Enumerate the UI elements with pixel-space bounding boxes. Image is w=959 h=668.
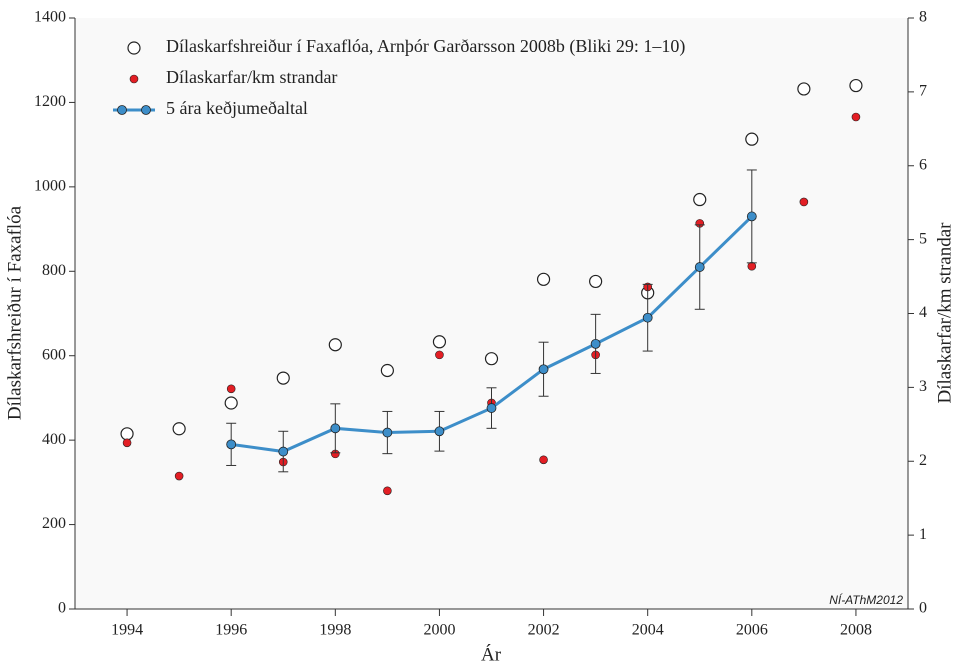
x-tick-label: 2002 [528, 622, 560, 639]
legend-marker [141, 105, 151, 115]
y-tick-label: 200 [42, 515, 66, 532]
x-tick-label: 1996 [215, 622, 247, 639]
x-tick-label: 2004 [632, 622, 664, 639]
point [172, 422, 186, 436]
x-tick-label: 1994 [111, 622, 143, 639]
point [434, 426, 445, 437]
y2-axis-label: Dílaskarfar/km strandar [934, 222, 955, 404]
point [797, 82, 811, 96]
y2-tick-label: 4 [919, 304, 927, 321]
x-tick-label: 2008 [840, 622, 872, 639]
y2-tick-label: 1 [919, 526, 927, 543]
legend-label: Dílaskarfar/km strandar [166, 67, 337, 87]
y2-tick-label: 3 [919, 378, 927, 395]
point [278, 446, 289, 457]
plot-area [75, 18, 908, 609]
point [432, 335, 447, 349]
point [642, 312, 653, 323]
x-axis-label: Ár [481, 643, 502, 665]
legend-marker [117, 105, 127, 115]
point [226, 384, 236, 394]
y-tick-label: 800 [42, 262, 66, 279]
legend-label: 5 ára keðjumeðaltal [166, 98, 308, 118]
point [849, 78, 863, 93]
x-tick-label: 2006 [736, 622, 768, 639]
y-tick-label: 1200 [34, 93, 66, 110]
point [226, 439, 237, 450]
point [224, 396, 238, 410]
point [746, 211, 757, 222]
point [538, 364, 549, 375]
legend-marker [127, 41, 141, 55]
point [536, 272, 551, 286]
point [484, 352, 499, 366]
y-axis-label: Dílaskarfshreiður í Faxaflóa [4, 205, 25, 420]
point [747, 261, 757, 271]
point [694, 262, 705, 272]
point [799, 197, 809, 207]
x-tick-label: 1998 [319, 622, 351, 639]
point [122, 438, 132, 448]
y2-tick-label: 6 [919, 156, 927, 173]
point [120, 427, 134, 441]
y-tick-label: 0 [58, 600, 66, 617]
point [330, 423, 341, 434]
point [380, 363, 394, 378]
y-tick-label: 1000 [34, 178, 66, 195]
y-tick-label: 400 [42, 431, 66, 448]
y2-tick-label: 2 [919, 452, 927, 469]
point [383, 486, 392, 496]
y2-tick-label: 7 [919, 83, 927, 100]
point [328, 338, 342, 352]
y2-tick-label: 5 [919, 230, 927, 247]
point [539, 455, 548, 465]
point [486, 403, 497, 413]
point [851, 112, 861, 122]
legend-label: Dílaskarfshreiður í Faxaflóa, Arnþór Gar… [166, 36, 685, 57]
x-tick-label: 2000 [423, 622, 455, 639]
point [174, 471, 184, 481]
y2-tick-label: 8 [919, 9, 927, 26]
legend-marker [129, 74, 139, 84]
y-tick-label: 600 [42, 346, 66, 363]
point [382, 427, 393, 438]
point [590, 338, 601, 349]
point [589, 274, 603, 289]
y-tick-label: 1400 [34, 9, 66, 26]
annotation: NÍ-AThM2012 [829, 592, 903, 607]
point [276, 371, 290, 385]
point [693, 192, 707, 207]
point [745, 132, 759, 146]
point [435, 350, 444, 360]
y2-tick-label: 0 [919, 600, 927, 617]
